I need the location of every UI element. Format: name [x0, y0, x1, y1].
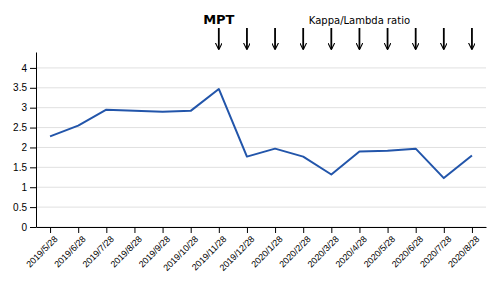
- annotation-arrow: [274, 28, 276, 49]
- y-tick-label: 0.5: [13, 202, 27, 213]
- annotation-label: MPT: [203, 12, 234, 27]
- grid-line: [36, 87, 486, 88]
- x-tick-mark: [444, 227, 445, 233]
- y-tick-mark: [30, 167, 36, 168]
- y-tick-label: 0: [21, 222, 27, 233]
- y-axis-line: [36, 53, 37, 228]
- y-tick-mark: [30, 227, 36, 228]
- annotation-label: Kappa/Lambda ratio: [309, 15, 410, 26]
- y-tick-label: 4: [21, 63, 27, 74]
- annotation-arrow: [330, 28, 332, 49]
- y-tick: 0.5: [13, 202, 36, 213]
- annotation-arrow: [359, 28, 361, 49]
- grid-line: [36, 227, 486, 228]
- annotation-arrow: [387, 28, 389, 49]
- y-tick: 2: [21, 142, 36, 153]
- grid-line: [36, 107, 486, 108]
- x-tick-mark: [303, 227, 304, 233]
- y-tick-mark: [30, 187, 36, 188]
- x-tick-mark: [331, 227, 332, 233]
- x-axis-line: [37, 227, 487, 228]
- grid-line: [36, 147, 486, 148]
- y-tick: 3: [21, 102, 36, 113]
- y-axis: 0 0.5 1 1.5 2 2.5 3 3.5 4: [13, 53, 36, 233]
- y-tick: 2.5: [13, 122, 36, 133]
- x-tick-label: 2020/8/28: [446, 234, 481, 269]
- y-tick-mark: [30, 88, 36, 89]
- y-tick-mark: [30, 108, 36, 109]
- y-tick-mark: [30, 207, 36, 208]
- grid-line: [36, 167, 486, 168]
- annotation-arrow: [218, 28, 220, 49]
- grid: [36, 68, 486, 227]
- y-tick: 4: [21, 63, 36, 74]
- x-tick-mark: [191, 227, 192, 233]
- grid-line: [36, 67, 486, 68]
- annotation-arrow: [302, 28, 304, 49]
- annotation-arrow: [246, 28, 248, 49]
- x-tick-mark: [78, 227, 79, 233]
- x-tick-mark: [247, 227, 248, 233]
- x-tick-mark: [388, 227, 389, 233]
- y-tick-mark: [30, 128, 36, 129]
- x-tick-mark: [219, 227, 220, 233]
- line: [50, 89, 472, 178]
- annotation-arrow: [415, 28, 417, 49]
- y-tick-label: 1.5: [13, 162, 27, 173]
- y-tick: 1.5: [13, 162, 36, 173]
- plot: 0 0.5 1 1.5 2 2.5 3 3.5 4 2019/5/282019/6/282019/…: [13, 53, 486, 273]
- grid-line: [36, 127, 486, 128]
- x-tick: 2019/12/28: [218, 227, 257, 273]
- annotations: MPT Kappa/Lambda ratio: [203, 12, 472, 49]
- x-tick-mark: [359, 227, 360, 233]
- y-tick-mark: [30, 68, 36, 69]
- y-tick: 0: [21, 222, 36, 233]
- x-tick-label: 2019/12/28: [218, 234, 257, 273]
- y-tick-label: 2.5: [13, 122, 27, 133]
- x-tick-mark: [472, 227, 473, 233]
- chart: 0 0.5 1 1.5 2 2.5 3 3.5 4 2019/5/282019/6/282019/…: [0, 0, 500, 285]
- x-tick-mark: [106, 227, 107, 233]
- grid-line: [36, 207, 486, 208]
- grid-line: [36, 187, 486, 188]
- y-tick-label: 3.5: [13, 82, 27, 93]
- y-tick-label: 2: [21, 142, 27, 153]
- x-tick-mark: [134, 227, 135, 233]
- x-tick-mark: [275, 227, 276, 233]
- x-tick-mark: [163, 227, 164, 233]
- y-tick-label: 3: [21, 102, 27, 113]
- x-axis: 2019/5/282019/6/282019/7/282019/8/282019…: [24, 227, 486, 273]
- x-tick-mark: [416, 227, 417, 233]
- series: [50, 89, 472, 178]
- y-tick: 3.5: [13, 82, 36, 93]
- y-tick-label: 1: [21, 182, 27, 193]
- x-tick: 2020/8/28: [446, 227, 481, 269]
- y-tick: 1: [21, 182, 36, 193]
- x-tick-mark: [50, 227, 51, 233]
- annotation-arrow: [443, 28, 445, 49]
- annotation-arrow: [471, 28, 473, 49]
- y-tick-mark: [30, 147, 36, 148]
